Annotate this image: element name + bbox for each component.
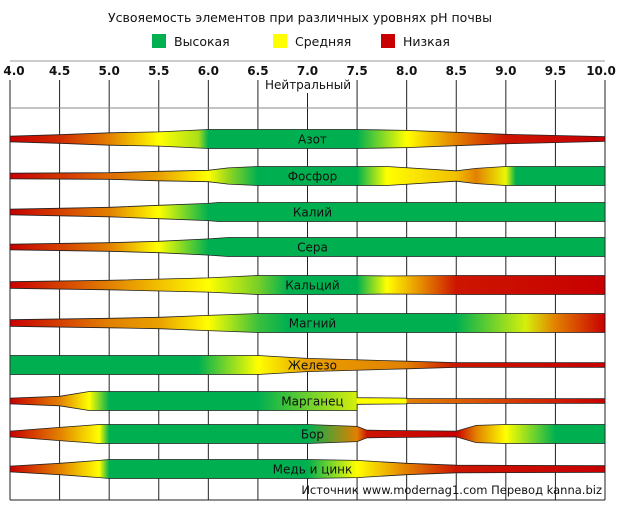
legend-label: Высокая: [174, 34, 230, 49]
band-10: Медь и цинк: [9, 459, 606, 479]
tick-label: 5.0: [99, 64, 120, 78]
tick-label: 7.5: [346, 64, 367, 78]
tick-label: 10.0: [586, 64, 616, 78]
band-label: Магний: [289, 317, 336, 331]
band-1: Азот: [9, 129, 606, 149]
legend-label: Средняя: [295, 34, 351, 49]
band-8: Марганец: [9, 391, 606, 411]
band-shape: [9, 237, 606, 257]
band-9: Бор: [9, 424, 606, 444]
tick-label: 6.0: [198, 64, 219, 78]
bands: Азот Фосфор Калий Сера Кальций Магний Железо Ма…: [9, 129, 606, 479]
band-label: Калий: [293, 206, 332, 220]
band-shape: [9, 313, 606, 333]
source-credit: Источник www.modernag1.com Перевод kanna…: [301, 483, 602, 497]
band-label: Бор: [301, 428, 324, 442]
band-shape: [9, 424, 606, 444]
legend-medium: Средняя: [273, 34, 351, 49]
legend-high: Высокая: [152, 34, 230, 49]
band-label: Кальций: [285, 279, 339, 293]
band-7: Железо: [9, 355, 606, 375]
tick-label: 4.0: [3, 64, 24, 78]
band-shape: [9, 275, 606, 295]
band-shape: [9, 459, 606, 479]
band-label: Медь и цинк: [273, 463, 353, 477]
band-label: Железо: [288, 359, 337, 373]
tick-label: 9.0: [495, 64, 516, 78]
tick-label: 6.5: [247, 64, 268, 78]
band-shape: [9, 166, 606, 186]
band-label: Фосфор: [288, 170, 338, 184]
band-label: Азот: [298, 133, 327, 147]
tick-label: 8.5: [446, 64, 467, 78]
band-shape: [9, 129, 606, 149]
x-axis-ticks: 4.0 4.5 5.0 5.5 6.0 6.5 7.0 7.5 8.0 8.5 9.0 9.5 10.0: [3, 64, 615, 78]
legend-swatch: [381, 34, 395, 48]
legend-swatch: [152, 34, 166, 48]
chart-title: Усвояемость элементов при различных уров…: [108, 10, 492, 25]
band-6: Магний: [9, 313, 606, 333]
legend-low: Низкая: [381, 34, 450, 49]
band-shape: [9, 202, 606, 222]
band-4: Сера: [9, 237, 606, 257]
legend-label: Низкая: [403, 34, 450, 49]
tick-label: 8.0: [396, 64, 417, 78]
band-shape: [9, 355, 606, 375]
tick-label: 7.0: [297, 64, 318, 78]
band-label: Марганец: [281, 395, 343, 409]
band-shape: [9, 391, 606, 411]
band-5: Кальций: [9, 275, 606, 295]
legend-swatch: [273, 34, 287, 48]
legend: Высокая Средняя Низкая: [152, 34, 450, 49]
band-2: Фосфор: [9, 166, 606, 186]
tick-label: 4.5: [49, 64, 70, 78]
tick-label: 9.5: [545, 64, 566, 78]
band-label: Сера: [297, 241, 328, 255]
tick-label: 5.5: [148, 64, 169, 78]
neutral-label: Нейтральный: [265, 78, 351, 92]
band-3: Калий: [9, 202, 606, 222]
